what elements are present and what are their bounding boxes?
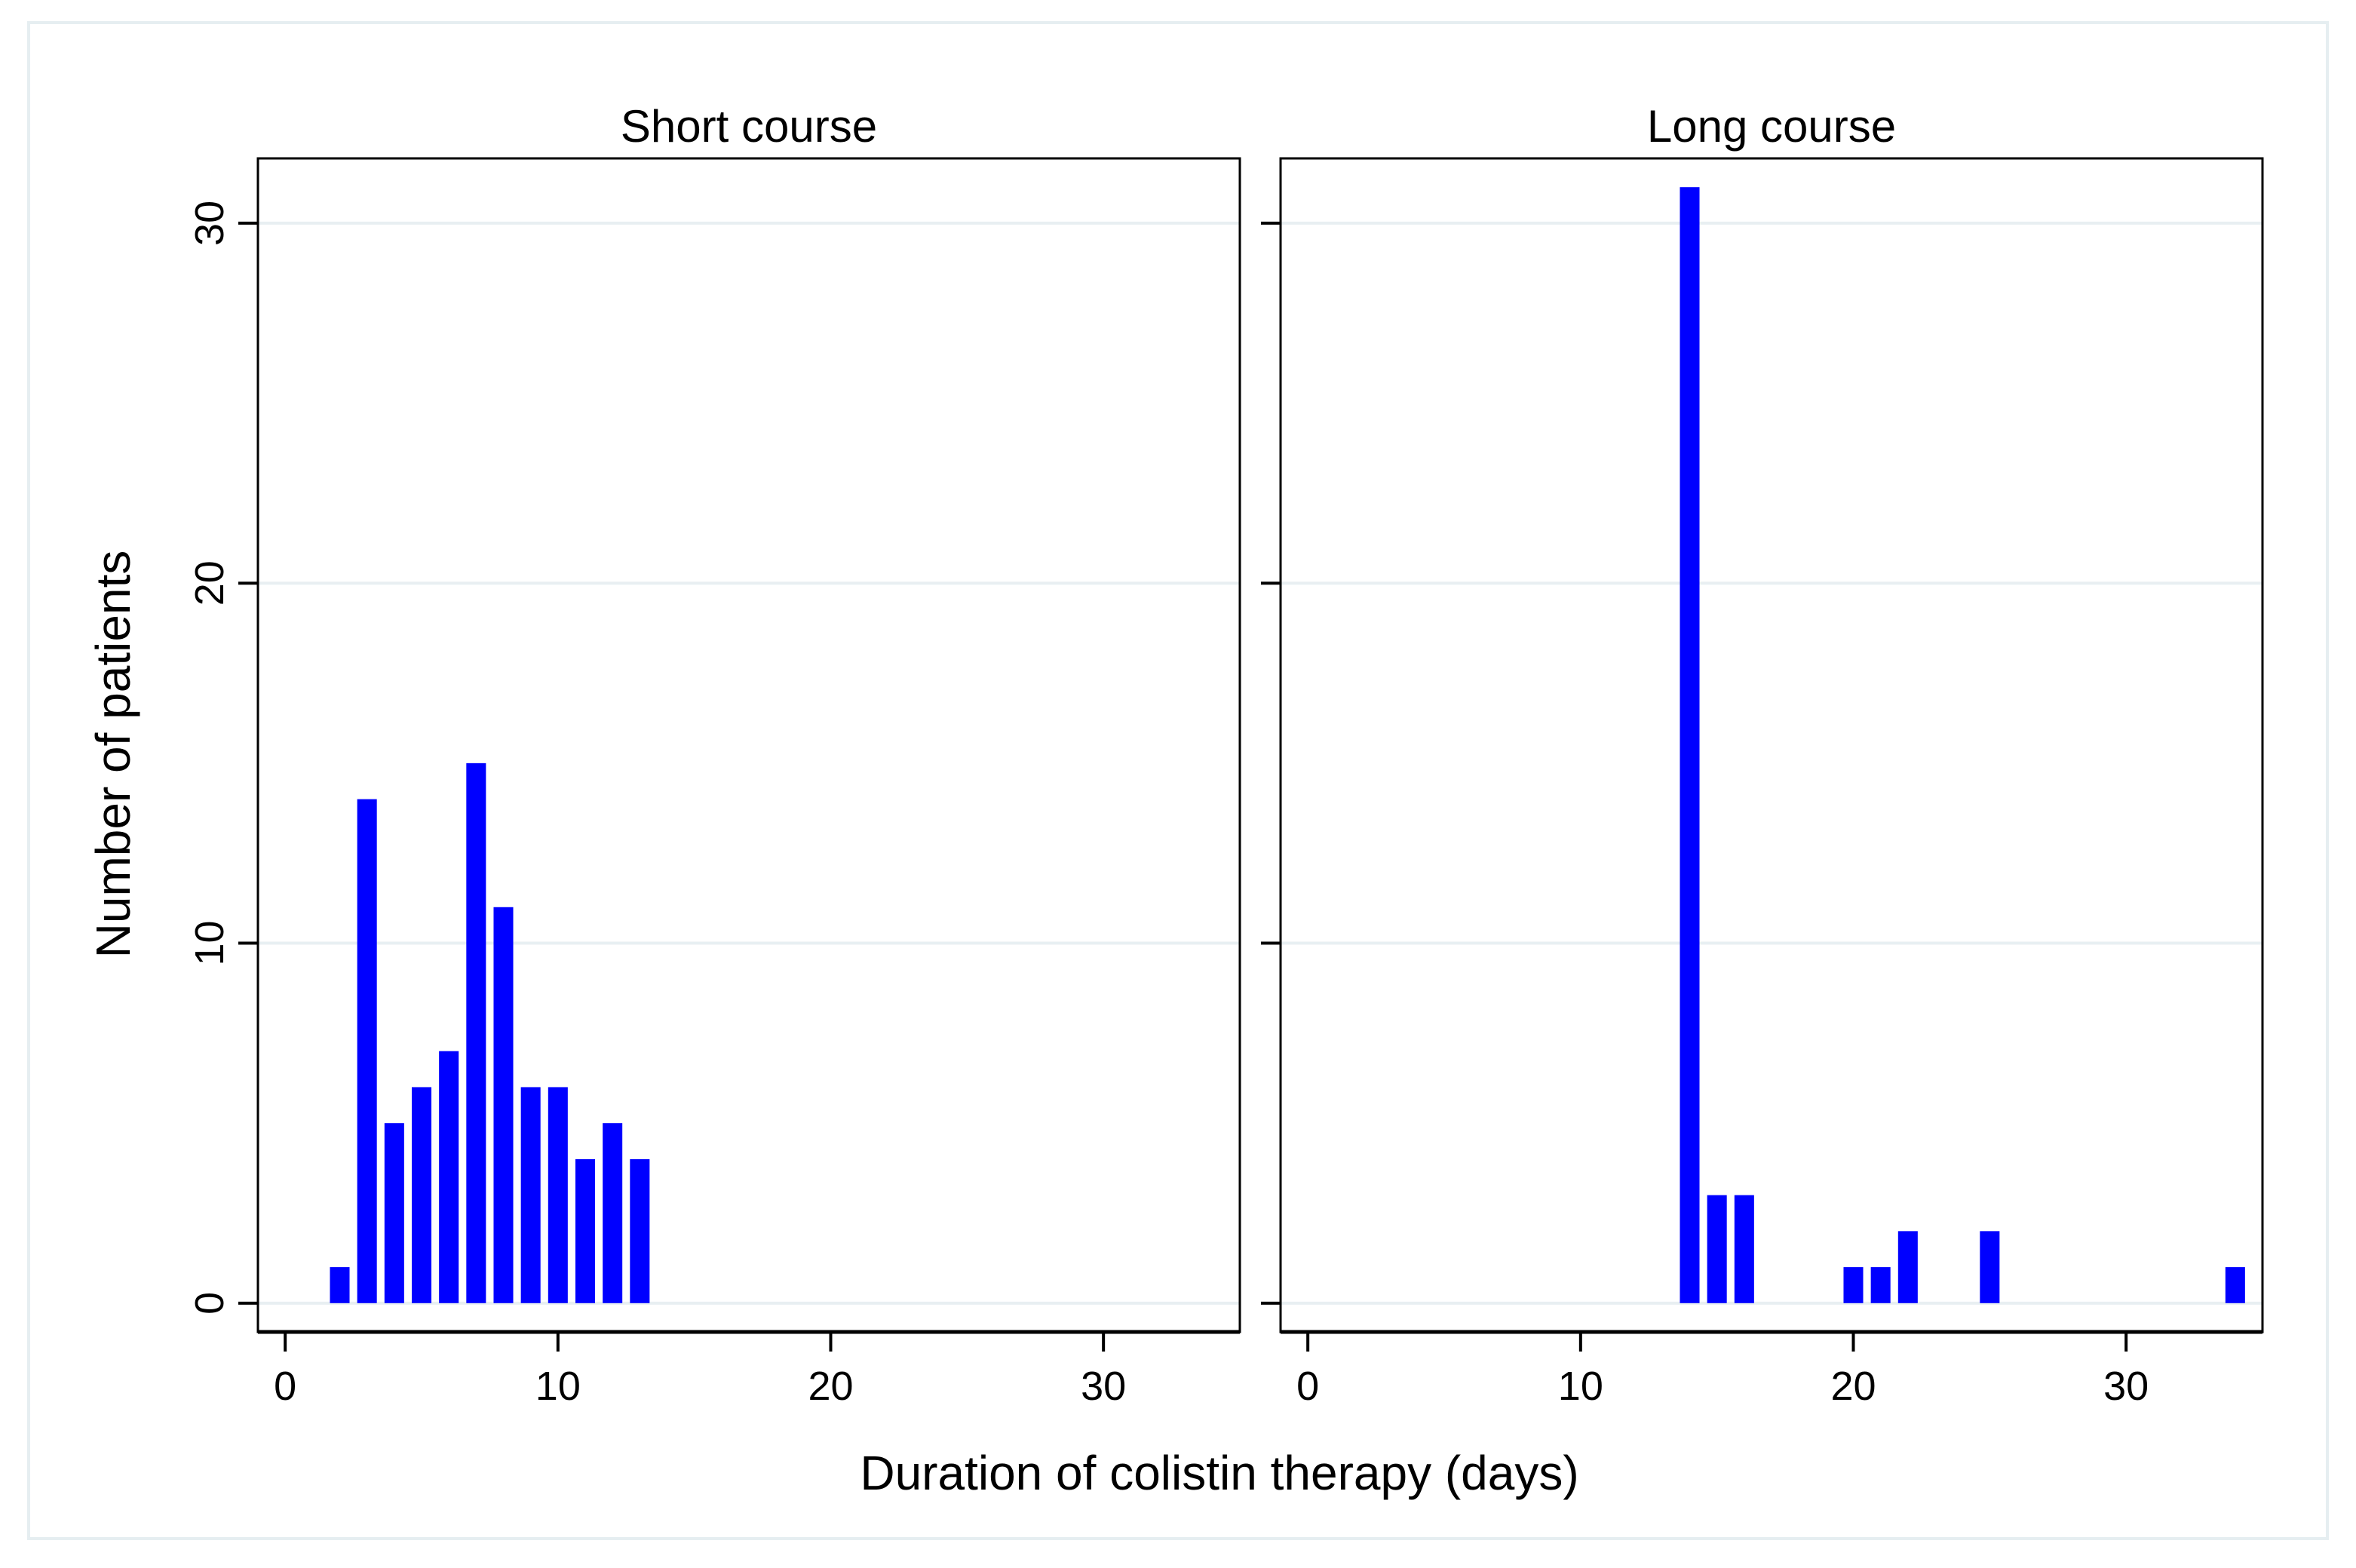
panels-group: Short course 0 10 20 30 0 10 20 30 Long course 0 10… <box>187 101 2264 1409</box>
bar <box>330 1267 350 1303</box>
panel-1: Short course 0 10 20 30 0 10 20 30 <box>187 101 1241 1409</box>
x-tick-label: 20 <box>1830 1364 1876 1409</box>
x-tick-label: 10 <box>1558 1364 1603 1409</box>
panel-title: Short course <box>621 101 877 152</box>
bar <box>384 1123 404 1303</box>
panel-2: Long course 0 10 20 30 <box>1261 101 2264 1409</box>
bar <box>1897 1231 1918 1303</box>
x-tick-label: 30 <box>2103 1364 2149 1409</box>
bar <box>411 1087 432 1303</box>
bar <box>2225 1267 2245 1303</box>
bar <box>603 1123 623 1303</box>
bar <box>1734 1195 1754 1303</box>
x-axis-label: Duration of colistin therapy (days) <box>860 1446 1578 1500</box>
figure-border <box>27 21 2329 1540</box>
bar <box>466 763 486 1303</box>
bar <box>1707 1195 1727 1303</box>
y-tick-label: 0 <box>187 1292 232 1315</box>
bar <box>575 1158 596 1303</box>
x-tick-label: 10 <box>535 1364 581 1409</box>
bar <box>1980 1231 2000 1303</box>
y-tick-label: 20 <box>187 560 232 606</box>
y-tick-label: 30 <box>187 201 232 246</box>
x-tick-label: 0 <box>274 1364 296 1409</box>
bar <box>630 1158 650 1303</box>
panel-title: Long course <box>1647 101 1896 152</box>
bar <box>520 1087 541 1303</box>
x-tick-label: 30 <box>1081 1364 1126 1409</box>
plot-area <box>1281 158 2262 1332</box>
bar <box>1843 1267 1864 1303</box>
y-tick-label: 10 <box>187 920 232 965</box>
bar <box>1680 187 1700 1303</box>
x-tick-label: 20 <box>808 1364 853 1409</box>
bar <box>1870 1267 1891 1303</box>
bar <box>439 1051 459 1303</box>
x-tick-label: 0 <box>1296 1364 1319 1409</box>
y-axis-label: Number of patients <box>86 551 140 959</box>
bar <box>548 1087 568 1303</box>
plot-area <box>258 158 1240 1332</box>
bar <box>493 907 514 1303</box>
bar <box>357 799 377 1303</box>
